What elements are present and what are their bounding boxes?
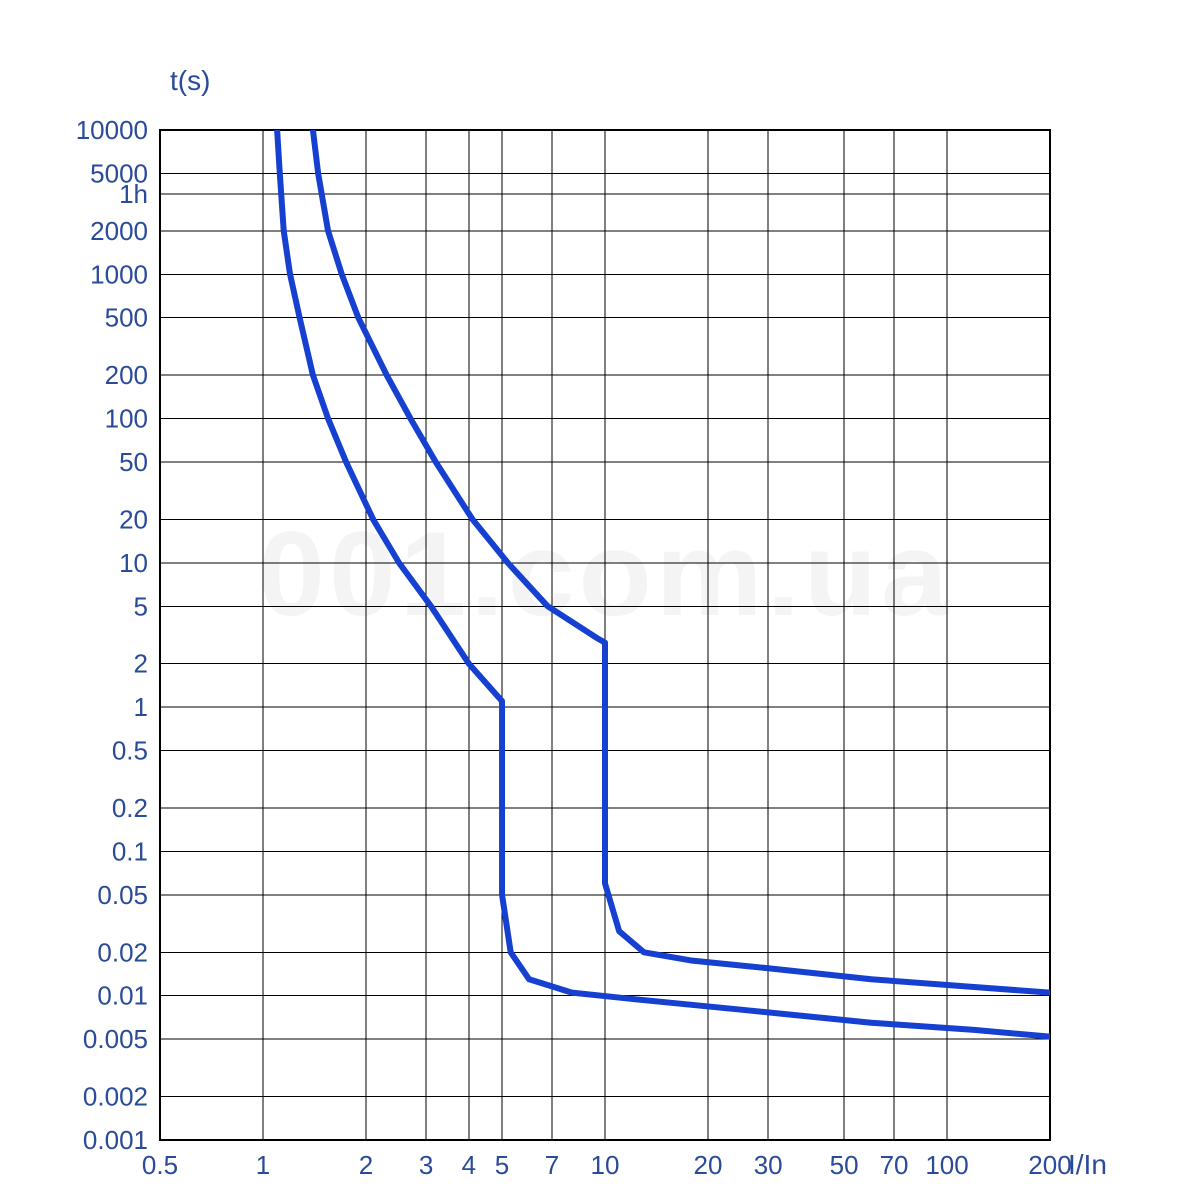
y-tick-label: 10	[119, 548, 148, 578]
y-axis-title: t(s)	[170, 65, 210, 96]
x-tick-label: 1	[256, 1150, 270, 1180]
x-tick-label: 30	[754, 1150, 783, 1180]
y-tick-label: 2000	[90, 216, 148, 246]
y-tick-label: 0.1	[112, 836, 148, 866]
y-tick-label: 20	[119, 504, 148, 534]
y-tick-label: 5000	[90, 158, 148, 188]
y-tick-label: 50	[119, 447, 148, 477]
x-tick-label: 200	[1028, 1150, 1071, 1180]
y-tick-label: 0.005	[83, 1024, 148, 1054]
x-tick-label: 100	[925, 1150, 968, 1180]
y-tick-label: 0.5	[112, 736, 148, 766]
y-tick-label: 0.05	[97, 880, 148, 910]
x-tick-label: 50	[830, 1150, 859, 1180]
y-tick-label: 5	[134, 591, 148, 621]
x-tick-label: 70	[880, 1150, 909, 1180]
x-tick-label: 5	[495, 1150, 509, 1180]
x-tick-label: 2	[359, 1150, 373, 1180]
x-axis-title: I/In	[1068, 1149, 1107, 1180]
trip-curve-chart: 001.com.ua0.0010.0020.0050.010.020.050.1…	[0, 0, 1200, 1200]
y-tick-label: 10000	[76, 115, 148, 145]
x-tick-label: 3	[419, 1150, 433, 1180]
y-tick-label: 0.02	[97, 937, 148, 967]
y-tick-label: 0.002	[83, 1082, 148, 1112]
y-tick-label: 1000	[90, 259, 148, 289]
x-tick-label: 4	[462, 1150, 476, 1180]
y-tick-label: 100	[105, 404, 148, 434]
y-tick-label: 1	[134, 692, 148, 722]
y-tick-label: 0.01	[97, 981, 148, 1011]
chart-svg: 001.com.ua0.0010.0020.0050.010.020.050.1…	[0, 0, 1200, 1200]
x-tick-label: 7	[545, 1150, 559, 1180]
y-tick-label: 2	[134, 649, 148, 679]
y-tick-label: 500	[105, 303, 148, 333]
x-tick-label: 0.5	[142, 1150, 178, 1180]
y-tick-label: 0.001	[83, 1125, 148, 1155]
x-tick-label: 20	[694, 1150, 723, 1180]
y-tick-label: 0.2	[112, 793, 148, 823]
y-tick-label: 200	[105, 360, 148, 390]
x-tick-label: 10	[591, 1150, 620, 1180]
